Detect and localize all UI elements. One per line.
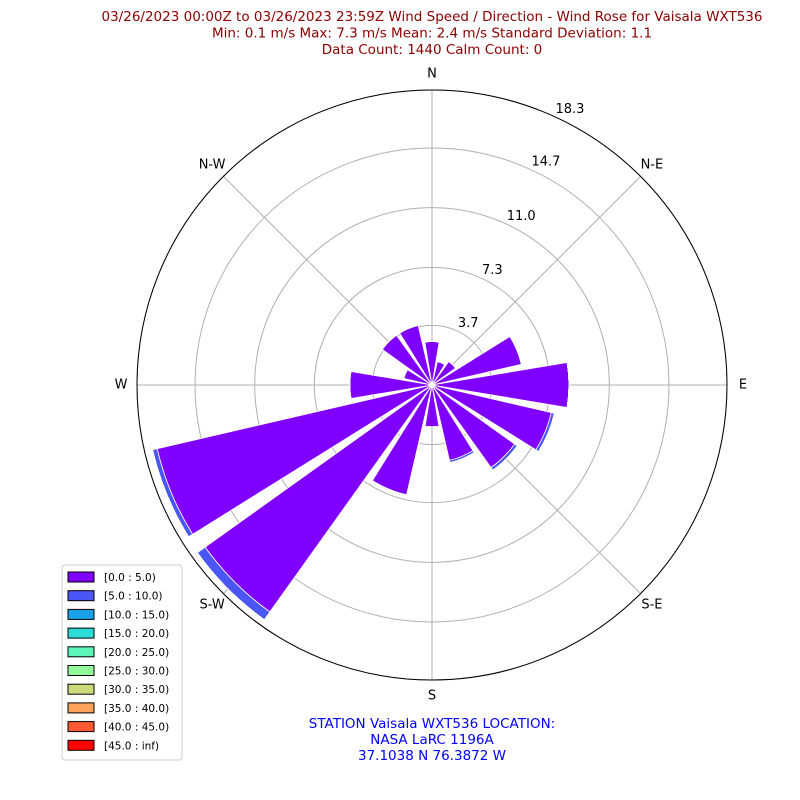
bar-segment xyxy=(196,552,265,621)
chart-title: Min: 0.1 m/s Max: 7.3 m/s Mean: 2.4 m/s … xyxy=(212,26,652,42)
legend-swatch xyxy=(67,665,95,676)
legend-swatch xyxy=(67,683,95,695)
station-info: NASA LaRC 1196A xyxy=(370,732,494,748)
angular-grid-line xyxy=(431,176,641,386)
chart-title: 03/26/2023 00:00Z to 03/26/2023 23:59Z W… xyxy=(102,9,763,25)
bar-segment xyxy=(424,341,440,343)
direction-label: S xyxy=(428,689,436,704)
radial-tick-label: 14.7 xyxy=(531,155,560,170)
bar-segment xyxy=(448,361,456,369)
legend-swatch xyxy=(67,646,95,658)
legend-swatch xyxy=(67,702,95,714)
bar-segment xyxy=(437,361,446,365)
legend-label: [0.0 : 5.0) xyxy=(104,572,156,584)
radial-tick-label: 7.3 xyxy=(482,263,503,278)
legend-label: [30.0 : 35.0) xyxy=(104,684,169,696)
polar-frame xyxy=(136,89,728,681)
direction-label: S-E xyxy=(641,597,662,612)
legend-swatch xyxy=(67,721,95,733)
bar-segment xyxy=(566,362,570,408)
direction-label: W xyxy=(115,378,128,393)
bar-segment xyxy=(372,480,407,496)
direction-label: S-W xyxy=(199,597,224,612)
radial-tick-label: 11.0 xyxy=(507,209,536,224)
radial-grid-line xyxy=(194,147,670,623)
radial-tick-label: 18.3 xyxy=(556,102,585,117)
bar-segment xyxy=(403,369,408,379)
bar-segment xyxy=(349,371,352,399)
station-info: 37.1038 N 76.3872 W xyxy=(358,748,506,764)
legend: [0.0 : 5.0) [5.0 : 10.0) [10.0 : 15.0) [15.… xyxy=(67,571,169,752)
direction-label: N-E xyxy=(641,158,664,173)
legend-swatch xyxy=(67,608,95,620)
station-info: STATION Vaisala WXT536 LOCATION: xyxy=(309,716,555,732)
legend-label: [25.0 : 30.0) xyxy=(104,666,169,678)
direction-label: N xyxy=(427,67,437,82)
chart-title: Data Count: 1440 Calm Count: 0 xyxy=(322,42,543,58)
labels: 03/26/2023 00:00Z to 03/26/2023 23:59Z W… xyxy=(102,9,763,764)
legend-label: [35.0 : 40.0) xyxy=(104,703,169,715)
legend-label: [20.0 : 25.0) xyxy=(104,647,169,659)
legend-swatch xyxy=(67,627,95,639)
bar-segment xyxy=(509,336,522,365)
legend-label: [5.0 : 10.0) xyxy=(104,591,162,603)
legend-label: [10.0 : 15.0) xyxy=(104,609,169,621)
bar-segment xyxy=(381,334,397,350)
bar-segment xyxy=(425,425,439,428)
legend-label: [40.0 : 45.0) xyxy=(104,722,169,734)
legend-swatch xyxy=(67,590,95,602)
legend-label: [45.0 : inf) xyxy=(104,740,159,752)
radial-tick-label: 3.7 xyxy=(458,316,479,331)
bar-segment xyxy=(399,324,419,334)
direction-label: E xyxy=(739,378,747,393)
legend-swatch xyxy=(67,739,95,751)
legend-swatch xyxy=(67,571,95,583)
legend-label: [15.0 : 20.0) xyxy=(104,628,169,640)
direction-label: N-W xyxy=(199,158,226,173)
bars xyxy=(151,324,570,621)
bar-segment xyxy=(449,452,475,464)
radial-grid-line xyxy=(254,207,610,563)
